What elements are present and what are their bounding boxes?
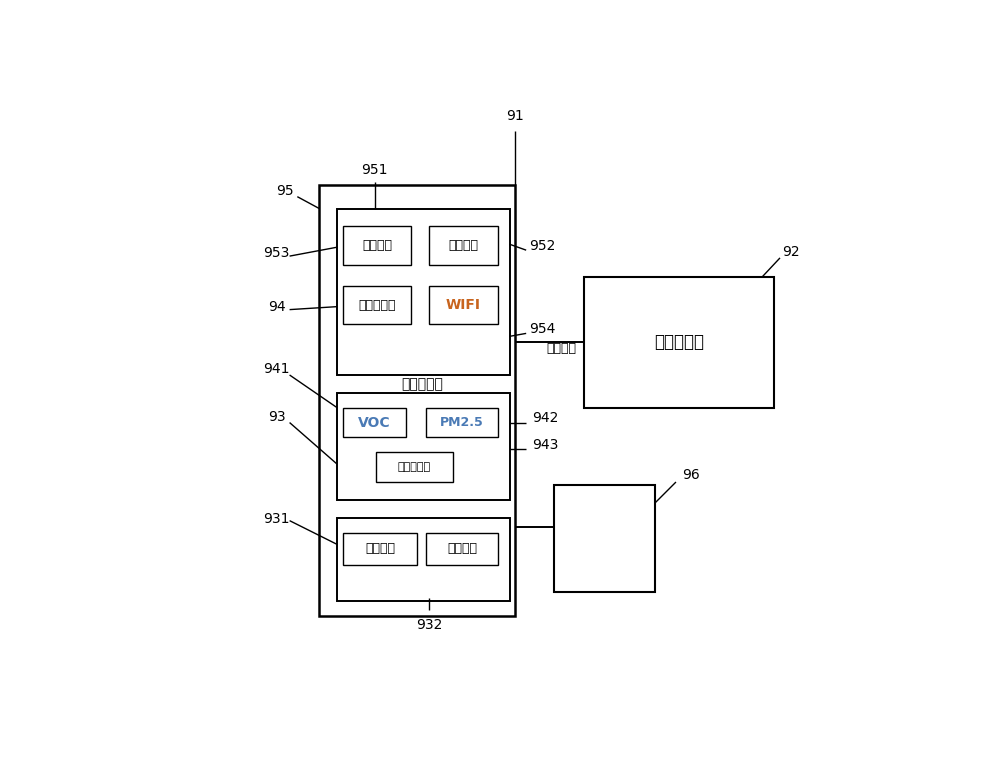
Text: 双线连接: 双线连接 (546, 342, 576, 355)
Text: 94: 94 (268, 300, 285, 313)
Text: 942: 942 (532, 411, 558, 425)
Text: 941: 941 (263, 362, 290, 376)
Text: 主机控制板: 主机控制板 (401, 377, 443, 391)
Text: 风速调节: 风速调节 (362, 239, 392, 252)
Bar (426, 533, 498, 565)
Text: 手动模块: 手动模块 (365, 543, 395, 555)
Bar (376, 452, 453, 482)
Text: 温湿度模块: 温湿度模块 (398, 462, 431, 472)
Text: 951: 951 (361, 163, 388, 177)
Text: 93: 93 (268, 410, 285, 424)
Text: 排风控制板: 排风控制板 (654, 334, 704, 351)
Text: 932: 932 (416, 618, 442, 631)
Text: PM2.5: PM2.5 (440, 416, 484, 429)
Text: 91: 91 (507, 110, 524, 124)
Text: 931: 931 (263, 513, 290, 527)
Bar (429, 286, 498, 324)
Bar (343, 408, 406, 438)
Text: WIFI: WIFI (446, 298, 481, 312)
Bar (554, 485, 655, 592)
Bar (426, 408, 498, 438)
Text: 92: 92 (782, 245, 800, 259)
Text: 96: 96 (682, 468, 700, 482)
Text: 95: 95 (277, 184, 294, 198)
Text: 953: 953 (263, 246, 290, 260)
Bar (584, 277, 774, 408)
Text: 自动模块: 自动模块 (447, 543, 477, 555)
Text: 952: 952 (529, 239, 555, 253)
Bar (337, 208, 510, 375)
Text: 943: 943 (532, 438, 558, 452)
Bar (343, 286, 411, 324)
Text: VOC: VOC (358, 415, 391, 429)
Text: 954: 954 (529, 322, 555, 337)
Bar (337, 393, 510, 499)
Bar (429, 226, 498, 265)
Bar (343, 226, 411, 265)
Text: 定时模块: 定时模块 (448, 239, 478, 252)
Bar (319, 185, 515, 616)
Bar (343, 533, 417, 565)
Bar (337, 518, 510, 601)
Text: 负离子开关: 负离子开关 (359, 299, 396, 312)
